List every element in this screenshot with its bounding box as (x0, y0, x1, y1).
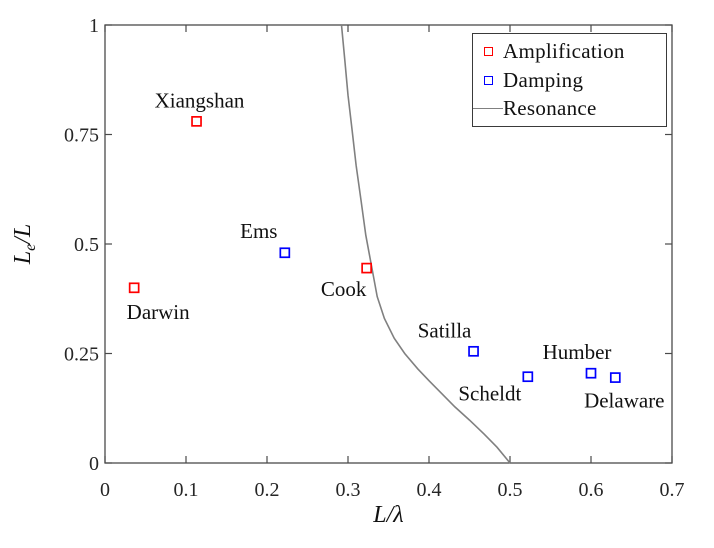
point-label-ems: Ems (240, 219, 277, 243)
point-label-satilla: Satilla (418, 318, 472, 342)
resonance-curve (340, 24, 511, 464)
x-tick-label: 0 (100, 479, 110, 501)
x-tick-label: 0.2 (255, 479, 280, 501)
x-tick-label: 0.3 (336, 479, 361, 501)
x-tick-label: 0.7 (660, 479, 685, 501)
y-tick-label: 1 (89, 15, 99, 37)
legend-entry-amplification: Amplification (473, 38, 664, 66)
point-label-cook: Cook (321, 277, 367, 301)
point-scheldt (522, 371, 534, 383)
x-tick-label: 0.4 (417, 479, 442, 501)
y-axis-label: Le/L (10, 224, 39, 265)
legend: Amplification Damping Resonance (472, 33, 667, 127)
damping-square-icon (473, 75, 503, 85)
point-label-darwin: Darwin (127, 300, 190, 324)
y-tick-label: 0.75 (64, 125, 99, 147)
legend-entry-damping: Damping (473, 66, 664, 94)
point-delaware (609, 372, 621, 383)
y-tick-label: 0.25 (64, 344, 99, 366)
point-label-humber: Humber (543, 340, 612, 364)
legend-entry-resonance: Resonance (473, 95, 664, 123)
legend-label-damping: Damping (503, 67, 584, 92)
point-xiangshan (191, 116, 202, 127)
x-tick-label: 0.6 (579, 479, 604, 501)
x-tick-label: 0.1 (174, 479, 199, 501)
point-darwin (128, 282, 140, 294)
y-tick-label: 0.5 (74, 234, 99, 256)
point-label-xiangshan: Xiangshan (155, 88, 245, 112)
resonance-line-icon (473, 108, 503, 109)
x-axis-label: L/λ (372, 502, 403, 528)
x-tick-label: 0.5 (498, 479, 523, 501)
point-label-scheldt: Scheldt (458, 382, 521, 406)
legend-label-amplification: Amplification (503, 39, 625, 63)
point-ems (279, 247, 291, 259)
point-satilla (468, 345, 479, 357)
amplification-square-icon (473, 47, 503, 56)
point-humber (585, 367, 597, 379)
point-cook (361, 262, 372, 274)
legend-label-resonance: Resonance (503, 96, 597, 120)
point-label-delaware: Delaware (584, 389, 664, 413)
y-tick-label: 0 (89, 453, 99, 475)
